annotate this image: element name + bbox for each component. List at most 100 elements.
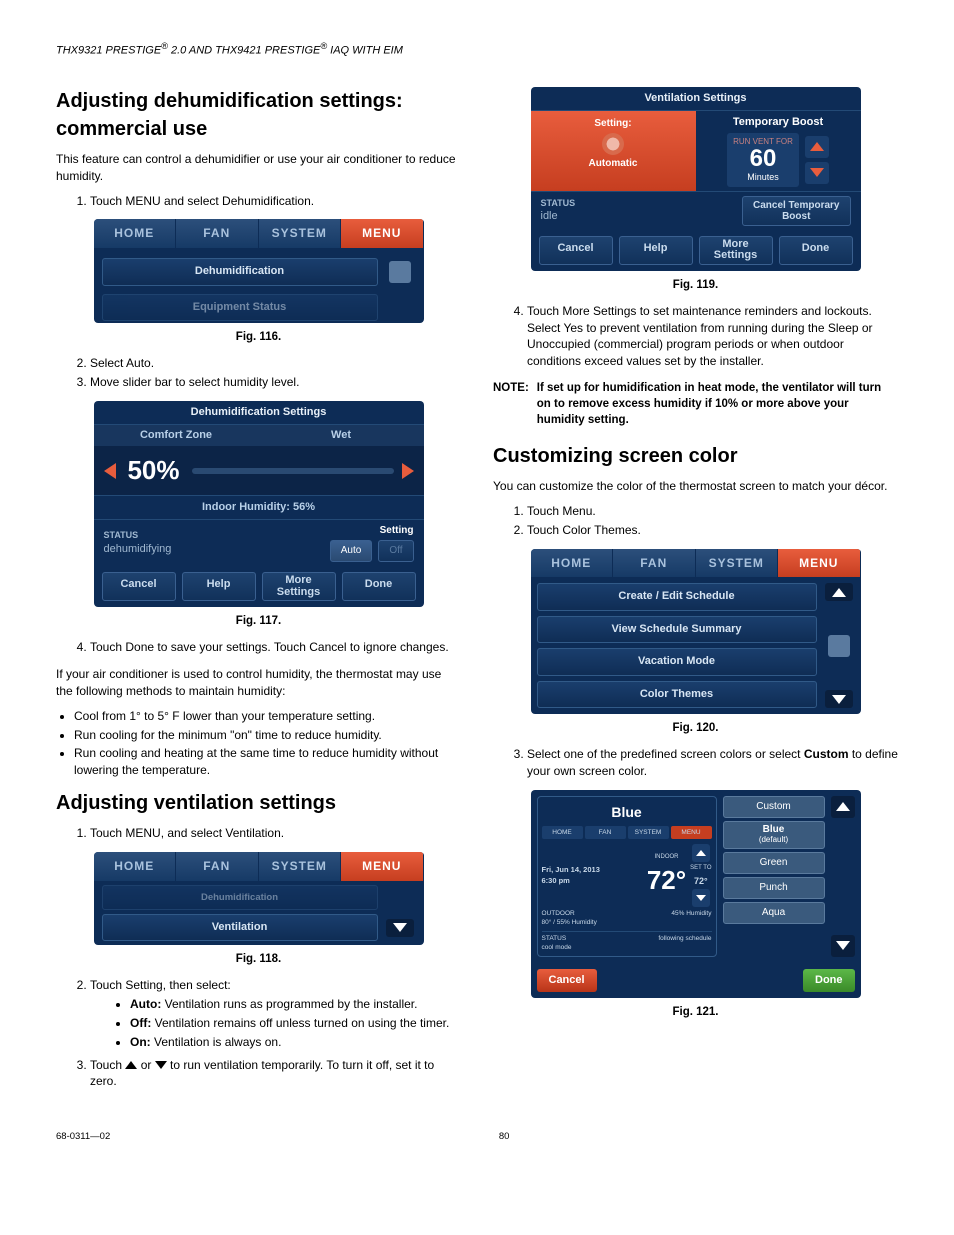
btn-help[interactable]: Help: [619, 236, 693, 265]
btn-cancel[interactable]: Cancel: [537, 969, 597, 992]
vent-step-3: Touch or to run ventilation temporarily.…: [90, 1057, 461, 1091]
fig119-title: Ventilation Settings: [531, 87, 861, 111]
scroll-thumb[interactable]: [828, 635, 850, 657]
nav-system[interactable]: SYSTEM: [259, 852, 342, 881]
menu-dehumidification[interactable]: Dehumidification: [102, 258, 378, 285]
bullet-runboth: Run cooling and heating at the same time…: [74, 745, 461, 779]
setting-label: Setting: [330, 524, 414, 538]
color-opt-punch[interactable]: Punch: [723, 877, 825, 899]
pill-off[interactable]: Off: [378, 540, 413, 562]
nav-system[interactable]: SYSTEM: [696, 549, 779, 578]
slider-right-arrow[interactable]: [402, 463, 414, 479]
pv-indoor-lbl: INDOOR: [647, 853, 686, 861]
nav-fan[interactable]: FAN: [176, 852, 259, 881]
cancel-boost-btn[interactable]: Cancel Temporary Boost: [742, 196, 851, 226]
para-ac-methods: If your air conditioner is used to contr…: [56, 666, 461, 700]
nav-menu[interactable]: MENU: [778, 549, 861, 578]
fig-121: Blue HOME FAN SYSTEM MENU Fri, Jun 14, 2…: [531, 790, 861, 998]
fig117-title: Dehumidification Settings: [94, 401, 424, 425]
nav-home[interactable]: HOME: [94, 219, 177, 248]
pv-temp: 72°: [647, 862, 686, 898]
fig-117: Dehumidification Settings Comfort Zone W…: [94, 401, 424, 608]
step-1: Touch MENU and select Dehumidification.: [90, 193, 461, 210]
btn-done[interactable]: Done: [779, 236, 853, 265]
color-step-2: Touch Color Themes.: [527, 522, 898, 539]
footer-doc-id: 68-0311—02: [56, 1130, 110, 1143]
fig-119-caption: Fig. 119.: [493, 277, 898, 293]
vent-step-4: Touch More Settings to set maintenance r…: [527, 303, 898, 370]
pill-auto[interactable]: Auto: [330, 540, 373, 562]
menu-view-summary[interactable]: View Schedule Summary: [537, 616, 817, 643]
pv-status: cool mode: [542, 943, 572, 952]
btn-done[interactable]: Done: [803, 969, 855, 992]
boost-down-arrow[interactable]: [805, 162, 829, 184]
heading-color: Customizing screen color: [493, 442, 898, 470]
menu-ventilation[interactable]: Ventilation: [102, 914, 378, 941]
btn-more-settings[interactable]: More Settings: [262, 572, 336, 601]
color-opt-green[interactable]: Green: [723, 852, 825, 874]
menu-color-themes[interactable]: Color Themes: [537, 681, 817, 708]
bullet-cool: Cool from 1° to 5° F lower than your tem…: [74, 708, 461, 725]
btn-more-settings[interactable]: More Settings: [699, 236, 773, 265]
setting-block[interactable]: Setting: Automatic: [531, 111, 696, 190]
btn-cancel[interactable]: Cancel: [102, 572, 176, 601]
pv-nav-menu: MENU: [671, 826, 712, 839]
pv-date: Fri, Jun 14, 2013: [542, 865, 643, 876]
scroll-down-arrow[interactable]: [386, 919, 414, 937]
preview-title: Blue: [542, 801, 712, 827]
nav-menu[interactable]: MENU: [341, 219, 424, 248]
boost-up-arrow[interactable]: [805, 136, 829, 158]
left-column: Adjusting dehumidification settings: com…: [56, 87, 461, 1100]
menu-vacation[interactable]: Vacation Mode: [537, 648, 817, 675]
scroll-thumb[interactable]: [389, 261, 411, 283]
minutes-label: Minutes: [733, 171, 793, 184]
vent-opt-on: On: Ventilation is always on.: [130, 1034, 461, 1051]
btn-help[interactable]: Help: [182, 572, 256, 601]
fig-120: HOME FAN SYSTEM MENU Create / Edit Sched…: [531, 549, 861, 714]
down-arrow-icon: [155, 1061, 167, 1069]
nav-home[interactable]: HOME: [94, 852, 177, 881]
menu-equipment-status[interactable]: Equipment Status: [102, 294, 378, 321]
step-4: Touch Done to save your settings. Touch …: [90, 639, 461, 656]
btn-done[interactable]: Done: [342, 572, 416, 601]
pv-down-arrow: [692, 889, 710, 907]
scroll-up-arrow[interactable]: [825, 583, 853, 601]
fig-120-caption: Fig. 120.: [493, 720, 898, 736]
heading-dehumid: Adjusting dehumidification settings: com…: [56, 87, 461, 143]
status-label: STATUS: [541, 197, 742, 210]
scroll-up-arrow[interactable]: [831, 796, 855, 818]
bullet-runcool: Run cooling for the minimum "on" time to…: [74, 727, 461, 744]
color-step-1: Touch Menu.: [527, 503, 898, 520]
color-opt-custom[interactable]: Custom: [723, 796, 825, 818]
menu-create-schedule[interactable]: Create / Edit Schedule: [537, 583, 817, 610]
step-3: Move slider bar to select humidity level…: [90, 374, 461, 391]
slider-left-arrow[interactable]: [104, 463, 116, 479]
menu-dehumid[interactable]: Dehumidification: [102, 885, 378, 910]
nav-home[interactable]: HOME: [531, 549, 614, 578]
color-opt-blue[interactable]: Blue(default): [723, 821, 825, 849]
nav-fan[interactable]: FAN: [176, 219, 259, 248]
nav-menu[interactable]: MENU: [341, 852, 424, 881]
nav-fan[interactable]: FAN: [613, 549, 696, 578]
vent-step-2: Touch Setting, then select: Auto: Ventil…: [90, 977, 461, 1050]
page-header: THX9321 PRESTIGE® 2.0 AND THX9421 PRESTI…: [56, 40, 898, 59]
indoor-humidity: Indoor Humidity: 56%: [94, 495, 424, 520]
scroll-down-arrow[interactable]: [825, 690, 853, 708]
para-color-intro: You can customize the color of the therm…: [493, 478, 898, 495]
color-opt-aqua[interactable]: Aqua: [723, 902, 825, 924]
vent-opt-off: Off: Ventilation remains off unless turn…: [130, 1015, 461, 1032]
status-value: dehumidifying: [104, 542, 330, 557]
fig-116-caption: Fig. 116.: [56, 329, 461, 345]
scroll-down-arrow[interactable]: [831, 935, 855, 957]
vent-step-1: Touch MENU, and select Ventilation.: [90, 825, 461, 842]
nav-system[interactable]: SYSTEM: [259, 219, 342, 248]
pv-humidity: 45% Humidity: [671, 909, 711, 927]
slider-track[interactable]: [192, 468, 394, 474]
pv-setto-lbl: SET TO: [690, 864, 711, 872]
para-dehumid-intro: This feature can control a dehumidifier …: [56, 151, 461, 185]
pv-time: 6:30 pm: [542, 876, 643, 887]
fig-116: HOME FAN SYSTEM MENU Dehumidification Eq…: [94, 219, 424, 323]
up-arrow-icon: [125, 1061, 137, 1069]
status-label: STATUS: [104, 529, 330, 542]
btn-cancel[interactable]: Cancel: [539, 236, 613, 265]
